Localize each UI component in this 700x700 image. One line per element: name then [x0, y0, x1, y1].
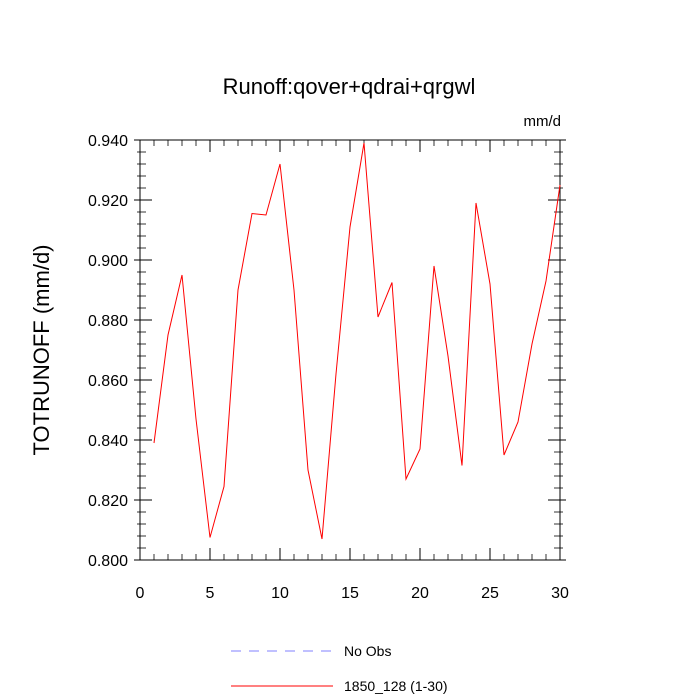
x-tick-label: 5: [206, 585, 215, 602]
x-tick-label: 25: [481, 585, 499, 602]
series-line: [153, 142, 561, 540]
y-tick-label: 0.820: [88, 493, 128, 510]
y-tick-label: 0.940: [88, 133, 128, 150]
y-tick-label: 0.880: [88, 313, 128, 330]
y-tick-label: 0.900: [88, 253, 128, 270]
x-tick-label: 10: [271, 585, 289, 602]
chart-title: Runoff:qover+qdrai+qrgwl: [223, 74, 476, 99]
units-label: mm/d: [524, 113, 562, 130]
x-tick-label: 0: [136, 585, 145, 602]
tick-labels: 0 5 10 15 20 25 30 0.800 0.820 0.840 0.860 0.880 0.9…: [88, 133, 569, 602]
y-tick-label: 0.920: [88, 193, 128, 210]
legend: No Obs 1850_128 (1-30): [231, 643, 448, 694]
x-tick-label: 30: [551, 585, 569, 602]
y-tick-label: 0.840: [88, 433, 128, 450]
x-tick-label: 15: [341, 585, 359, 602]
legend-label: No Obs: [344, 643, 391, 659]
x-tick-label: 20: [411, 585, 429, 602]
y-tick-label: 0.800: [88, 553, 128, 570]
y-tick-label: 0.860: [88, 373, 128, 390]
axis-ticks: [134, 139, 566, 561]
legend-label: 1850_128 (1-30): [344, 678, 448, 694]
series-layer: [153, 142, 561, 540]
y-axis-label: TOTRUNOFF (mm/d): [29, 244, 54, 455]
plot-frame: [139, 139, 561, 561]
